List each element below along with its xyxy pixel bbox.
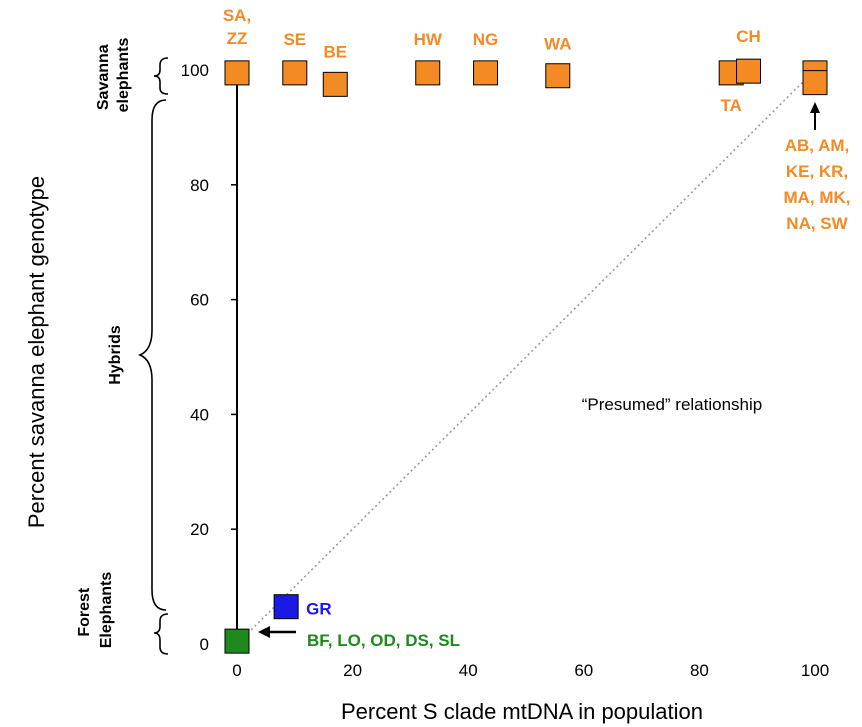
x-axis-title: Percent S clade mtDNA in population [341, 699, 703, 724]
x-tick-label: 20 [343, 661, 362, 680]
data-label-forest: BF, LO, OD, DS, SL [307, 631, 460, 650]
data-label-hybrid: GR [306, 600, 332, 619]
forest-group-label: Forest Elephants [76, 572, 115, 649]
x-tick-label: 80 [690, 661, 709, 680]
data-label-savanna: SE [283, 30, 306, 49]
y-tick-label: 80 [190, 176, 209, 195]
data-point-savanna [282, 60, 308, 86]
data-label-savanna: TA [720, 96, 741, 115]
x-tick-label: 40 [459, 661, 478, 680]
x-tick-label: 0 [232, 661, 241, 680]
hybrids-brace [137, 99, 167, 611]
data-label-savanna: HW [414, 30, 443, 49]
group-braces [137, 57, 169, 655]
data-label-savanna: NG [473, 30, 499, 49]
y-tick-label: 0 [200, 635, 209, 654]
data-point-forest [224, 628, 250, 654]
y-tick-label: 40 [190, 405, 209, 424]
savanna-group-label: Savanna elephants [95, 38, 132, 113]
x-axis: 0 20 40 60 80 100 [232, 661, 829, 680]
data-point-savanna [322, 71, 348, 97]
data-point-hybrid [273, 594, 299, 620]
annotation-arrows [258, 102, 820, 638]
presumed-relationship-label: “Presumed” relationship [582, 395, 762, 414]
data-point-savanna [802, 70, 828, 96]
data-label-savanna: BE [323, 42, 347, 61]
data-point-savanna [736, 58, 762, 84]
savanna-cluster-arrow-head [810, 102, 820, 113]
data-markers [224, 58, 828, 654]
hybrids-group-label: Hybrids [107, 325, 124, 385]
y-tick-label: 60 [190, 291, 209, 310]
y-axis-title: Percent savanna elephant genotype [24, 176, 49, 528]
data-label-savanna: AB, AM, KE, KR, MA, MK, NA, SW [783, 136, 850, 233]
data-point-savanna [473, 60, 499, 86]
y-axis: 0 20 40 60 80 100 [181, 61, 238, 654]
data-point-savanna [224, 60, 250, 86]
y-tick-label: 20 [190, 520, 209, 539]
data-label-savanna: CH [736, 27, 761, 46]
savanna-brace [153, 57, 169, 95]
forest-arrow-head [258, 626, 270, 638]
data-labels: SA, ZZ SE BE HW NG WA TA CH AB, AM, KE, KR, MA, MK,… [223, 6, 851, 650]
x-tick-label: 60 [574, 661, 593, 680]
data-point-savanna [415, 60, 441, 86]
presumed-relationship-line [236, 69, 816, 645]
data-label-savanna: SA, ZZ [223, 6, 251, 48]
data-label-savanna: WA [544, 35, 571, 54]
y-tick-label: 100 [181, 61, 209, 80]
data-point-savanna [545, 63, 571, 89]
forest-brace [153, 613, 169, 655]
x-tick-label: 100 [801, 661, 829, 680]
